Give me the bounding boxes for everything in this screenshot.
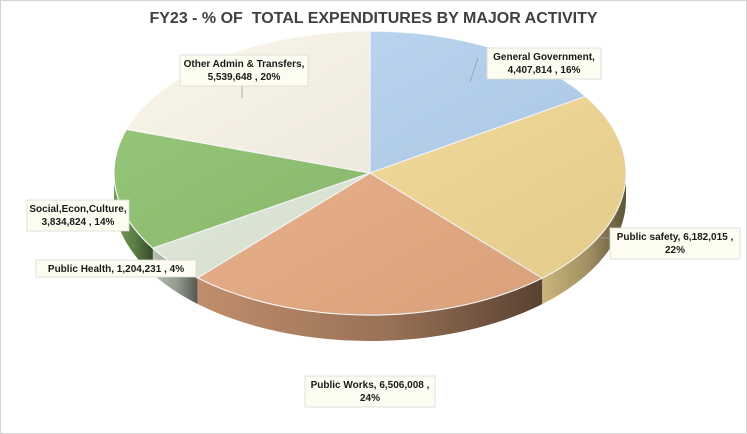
- data-label-text-social-econ-culture: Social,Econ,Culture,: [29, 204, 126, 215]
- data-label-box-public-health: [35, 259, 197, 278]
- data-label-public-safety: Public safety, 6,182,015 , 22%: [609, 227, 741, 260]
- pie-side-shade-public-works: [197, 277, 543, 341]
- data-label-text-general-government: 4,407,814 , 16%: [508, 65, 581, 76]
- data-label-text-public-safety: Public safety, 6,182,015 ,: [617, 232, 734, 243]
- data-label-box-public-works: [304, 375, 436, 408]
- data-label-box-public-safety: [609, 227, 741, 260]
- data-label-text-public-safety: 22%: [665, 245, 685, 256]
- data-label-public-health: Public Health, 1,204,231 , 4%: [35, 259, 197, 278]
- data-label-text-other-admin-transfers: Other Admin & Transfers,: [184, 59, 305, 70]
- data-label-general-government: General Government, 4,407,814 , 16%: [486, 47, 602, 80]
- data-label-text-other-admin-transfers: 5,539,648 , 20%: [208, 72, 281, 83]
- data-label-social-econ-culture: Social,Econ,Culture, 3,834,824 , 14%: [26, 199, 130, 232]
- data-label-other-admin-transfers: Other Admin & Transfers, 5,539,648 , 20%: [179, 54, 309, 87]
- data-label-text-general-government: General Government,: [493, 52, 595, 63]
- data-label-text-social-econ-culture: 3,834,824 , 14%: [42, 217, 115, 228]
- data-label-text-public-health: Public Health, 1,204,231 , 4%: [48, 264, 184, 275]
- chart-title: FY23 - % OF TOTAL EXPENDITURES BY MAJOR …: [149, 10, 598, 27]
- data-label-text-public-works: 24%: [360, 393, 380, 404]
- data-label-box-social-econ-culture: [26, 199, 130, 232]
- data-label-box-other-admin-transfers: [179, 54, 309, 87]
- data-label-box-general-government: [486, 47, 602, 80]
- leader-line-general-government: [469, 57, 479, 83]
- data-label-public-works: Public Works, 6,506,008 , 24%: [304, 375, 436, 408]
- data-label-text-public-works: Public Works, 6,506,008 ,: [311, 380, 430, 391]
